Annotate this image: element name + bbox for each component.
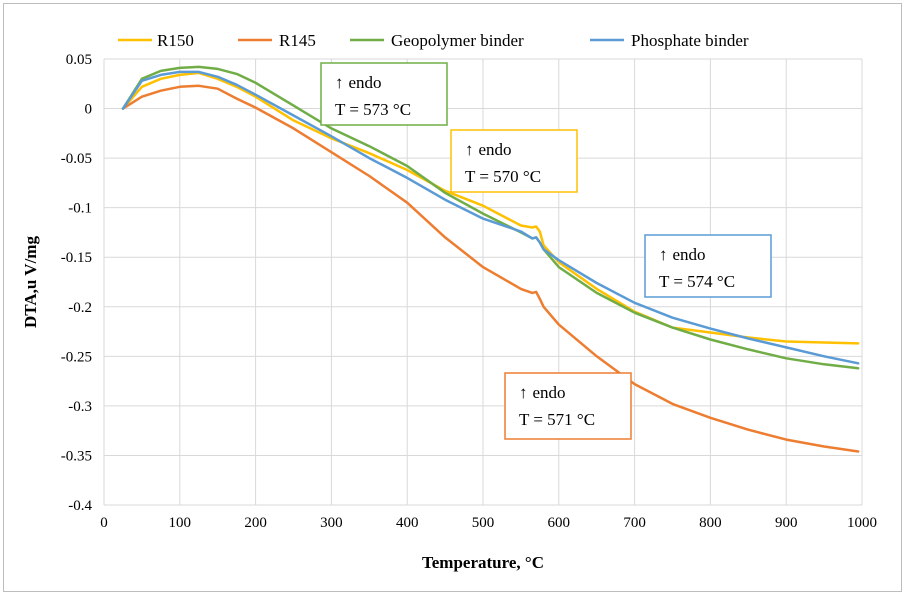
x-tick-label: 700 [623,515,646,531]
y-axis-title: DTA,u V/mg [21,236,40,328]
up-arrow-icon: ↑ [659,245,668,264]
annotation-word: endo [349,73,382,92]
annotation-line-1: ↑ endo [465,140,512,159]
legend-label: R150 [157,31,194,50]
y-tick-label: -0.2 [68,300,92,316]
x-tick-label: 300 [320,515,343,531]
x-tick-label: 0 [100,515,108,531]
legend: R150 R145 Geopolymer binder Phosphate binde… [118,31,749,50]
x-tick-label: 1000 [847,515,877,531]
legend-label: Geopolymer binder [391,31,524,50]
annotation-temperature: T = 573 °C [335,100,411,119]
annotation-word: endo [479,140,512,159]
annotation-line-1: ↑ endo [519,383,566,402]
legend-label: R145 [279,31,316,50]
up-arrow-icon: ↑ [519,383,528,402]
x-tick-label: 800 [699,515,722,531]
annotation-box [644,234,772,298]
y-tick-label: -0.25 [61,349,92,365]
series-line-3 [121,65,860,370]
y-tick-label: -0.4 [68,498,92,514]
y-tick-label: -0.1 [68,201,92,217]
series-line-2 [121,84,860,453]
annotation-temperature: T = 571 °C [519,410,595,429]
y-tick-label: -0.35 [61,448,92,464]
tick-labels: 0 100 200 300 400 500 600 700 800 900 1000 0.05 0 -0.… [61,52,877,531]
up-arrow-icon: ↑ [465,140,474,159]
series-line-4 [121,70,860,365]
annotation-temperature: T = 574 °C [659,272,735,291]
series-lines [121,65,860,453]
annotation-box [504,372,632,440]
annotation-box [450,129,578,193]
x-tick-label: 200 [244,515,267,531]
x-tick-label: 500 [472,515,495,531]
y-tick-label: -0.3 [68,399,92,415]
legend-label: Phosphate binder [631,31,749,50]
annotation-line-1: ↑ endo [659,245,706,264]
x-tick-label: 100 [169,515,192,531]
x-tick-label: 400 [396,515,419,531]
up-arrow-icon: ↑ [335,73,344,92]
y-tick-label: -0.05 [61,151,92,167]
annotation-temperature: T = 570 °C [465,167,541,186]
annotation-word: endo [673,245,706,264]
annotations: ↑ endo T = 573 °C ↑ endo T = 570 °C ↑ endo T = 5… [320,62,772,440]
y-tick-label: 0 [85,102,93,118]
y-tick-label: -0.15 [61,250,92,266]
annotation-word: endo [533,383,566,402]
x-tick-label: 600 [548,515,571,531]
annotation-line-1: ↑ endo [335,73,382,92]
annotation-box [320,62,448,126]
y-tick-label: 0.05 [66,52,92,68]
x-tick-label: 900 [775,515,798,531]
x-axis-title: Temperature, °C [422,553,544,572]
series-line-1 [121,71,860,345]
